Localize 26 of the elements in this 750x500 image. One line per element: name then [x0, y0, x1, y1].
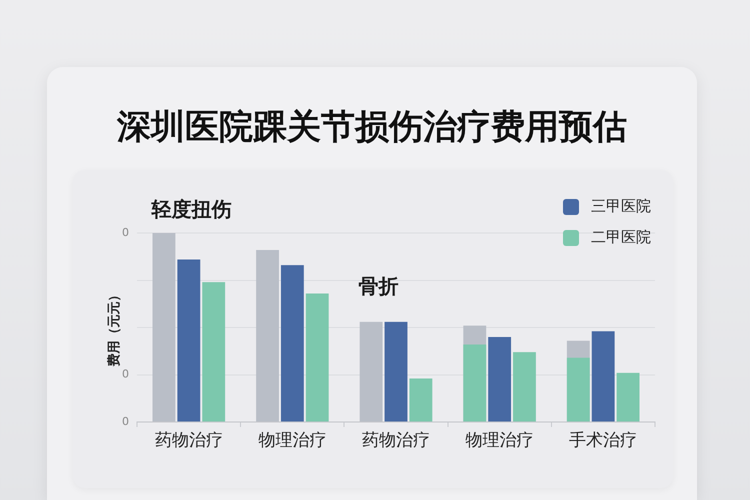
- x-tick-label: 药物治疗: [154, 430, 223, 451]
- bar: [463, 344, 486, 422]
- x-tick-label: 药物治疗: [362, 430, 430, 451]
- bar: [592, 331, 615, 422]
- x-tick-label: 手术治疗: [569, 430, 638, 451]
- x-tick-label: 物理治疗: [258, 430, 326, 451]
- y-axis-title: 费用（元元）: [107, 288, 122, 368]
- x-tick-label: 物理治疗: [466, 430, 534, 451]
- bar: [566, 358, 590, 422]
- legend-label: 三甲医院: [591, 196, 651, 215]
- bar: [513, 352, 536, 422]
- bar: [488, 336, 512, 422]
- bar: [384, 322, 408, 422]
- legend-label: 二甲医院: [591, 228, 651, 246]
- annotation: 骨折: [358, 274, 399, 298]
- bar: [177, 259, 200, 422]
- chart-title: 深圳医院踝关节损伤治疗费用预估: [116, 106, 628, 149]
- text: 0: [122, 368, 129, 381]
- text: 0: [122, 414, 129, 428]
- bar: [616, 372, 640, 422]
- bar: [202, 282, 226, 422]
- text: 轻度扭伤: [150, 197, 232, 222]
- bar: [280, 265, 304, 422]
- text: 0: [122, 226, 129, 239]
- bar: [409, 378, 432, 422]
- bar: [306, 293, 329, 422]
